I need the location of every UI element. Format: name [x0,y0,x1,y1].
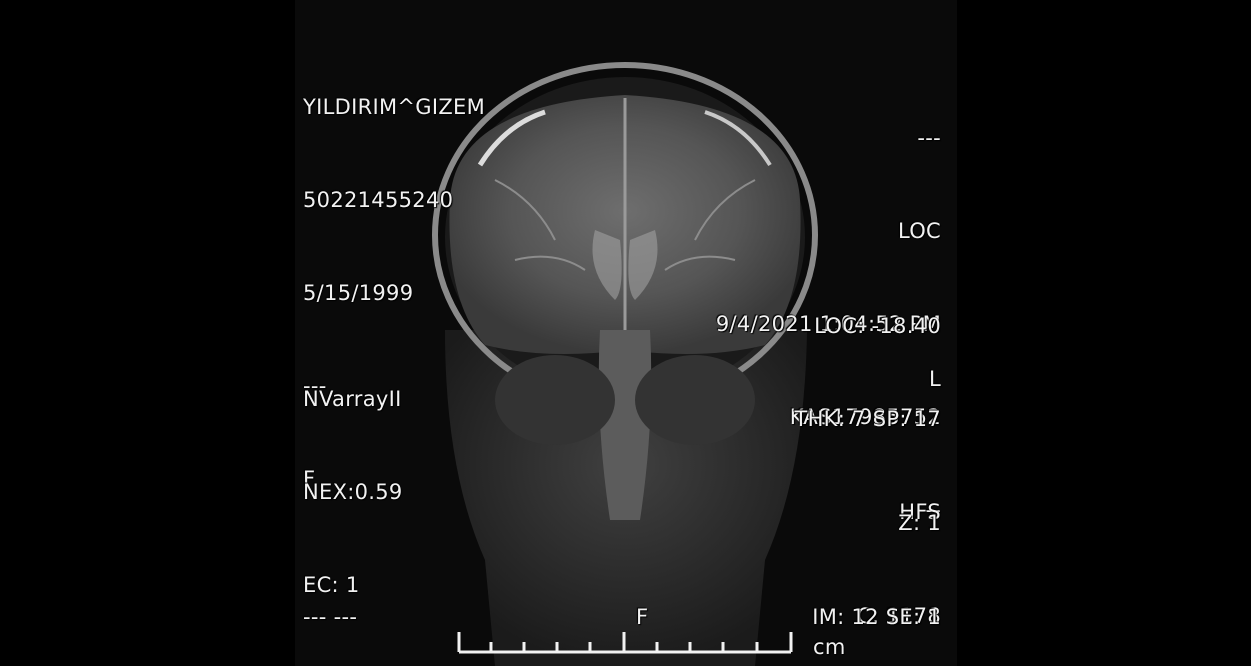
mri-brain-image [432,62,818,666]
slice-info: LOC: -18.40 THK: 7 SP: 17 HFS [794,249,941,590]
window-center: C: 1178 [857,604,941,628]
coil-name: NVarrayII [303,387,402,411]
image-viewport[interactable]: YILDIRIM^GIZEM 50221455240 5/15/1999 ---… [295,0,957,666]
study-modality-label: LOC [897,219,941,243]
image-series-number: IM: 12 SE: 1 [812,605,941,629]
patient-id: 50221455240 [303,188,454,212]
scale-ruler [457,632,793,654]
acquisition-info: NVarrayII NEX:0.59 EC: 1 SE FA: 90 TR: 3… [303,322,456,666]
ruler-unit-label: cm [813,635,846,659]
study-datetime: 9/4/2021 1:04:52 PM [715,312,941,336]
display-info: Z: 1 C: 1178 W: 2356 DFOV:26x26cm [775,446,941,666]
study-field-5: --- [917,498,941,522]
bottom-left-info: --- --- [303,605,358,629]
patient-info: YILDIRIM^GIZEM 50221455240 5/15/1999 ---… [303,30,485,557]
patient-sex: F [303,467,316,491]
study-info: --- LOC 9/4/2021 1:04:52 PM KAS17985752 … [716,61,941,588]
study-accession: KAS17985752 [789,405,941,429]
slice-thickness-spacing: THK: 7 SP: 17 [794,407,941,431]
patient-position: HFS [899,500,941,524]
orientation-marker-right: L [929,367,941,391]
echo-count: EC: 1 [303,573,360,597]
orientation-marker-bottom: F [636,605,649,629]
nex-value: NEX:0.59 [303,480,403,504]
patient-name: YILDIRIM^GIZEM [303,95,486,119]
slice-location: LOC: -18.40 [814,314,941,338]
patient-field: --- [303,374,327,398]
study-field-1: --- [917,126,941,150]
zoom-value: Z: 1 [898,511,941,535]
patient-birth-date: 5/15/1999 [303,281,414,305]
